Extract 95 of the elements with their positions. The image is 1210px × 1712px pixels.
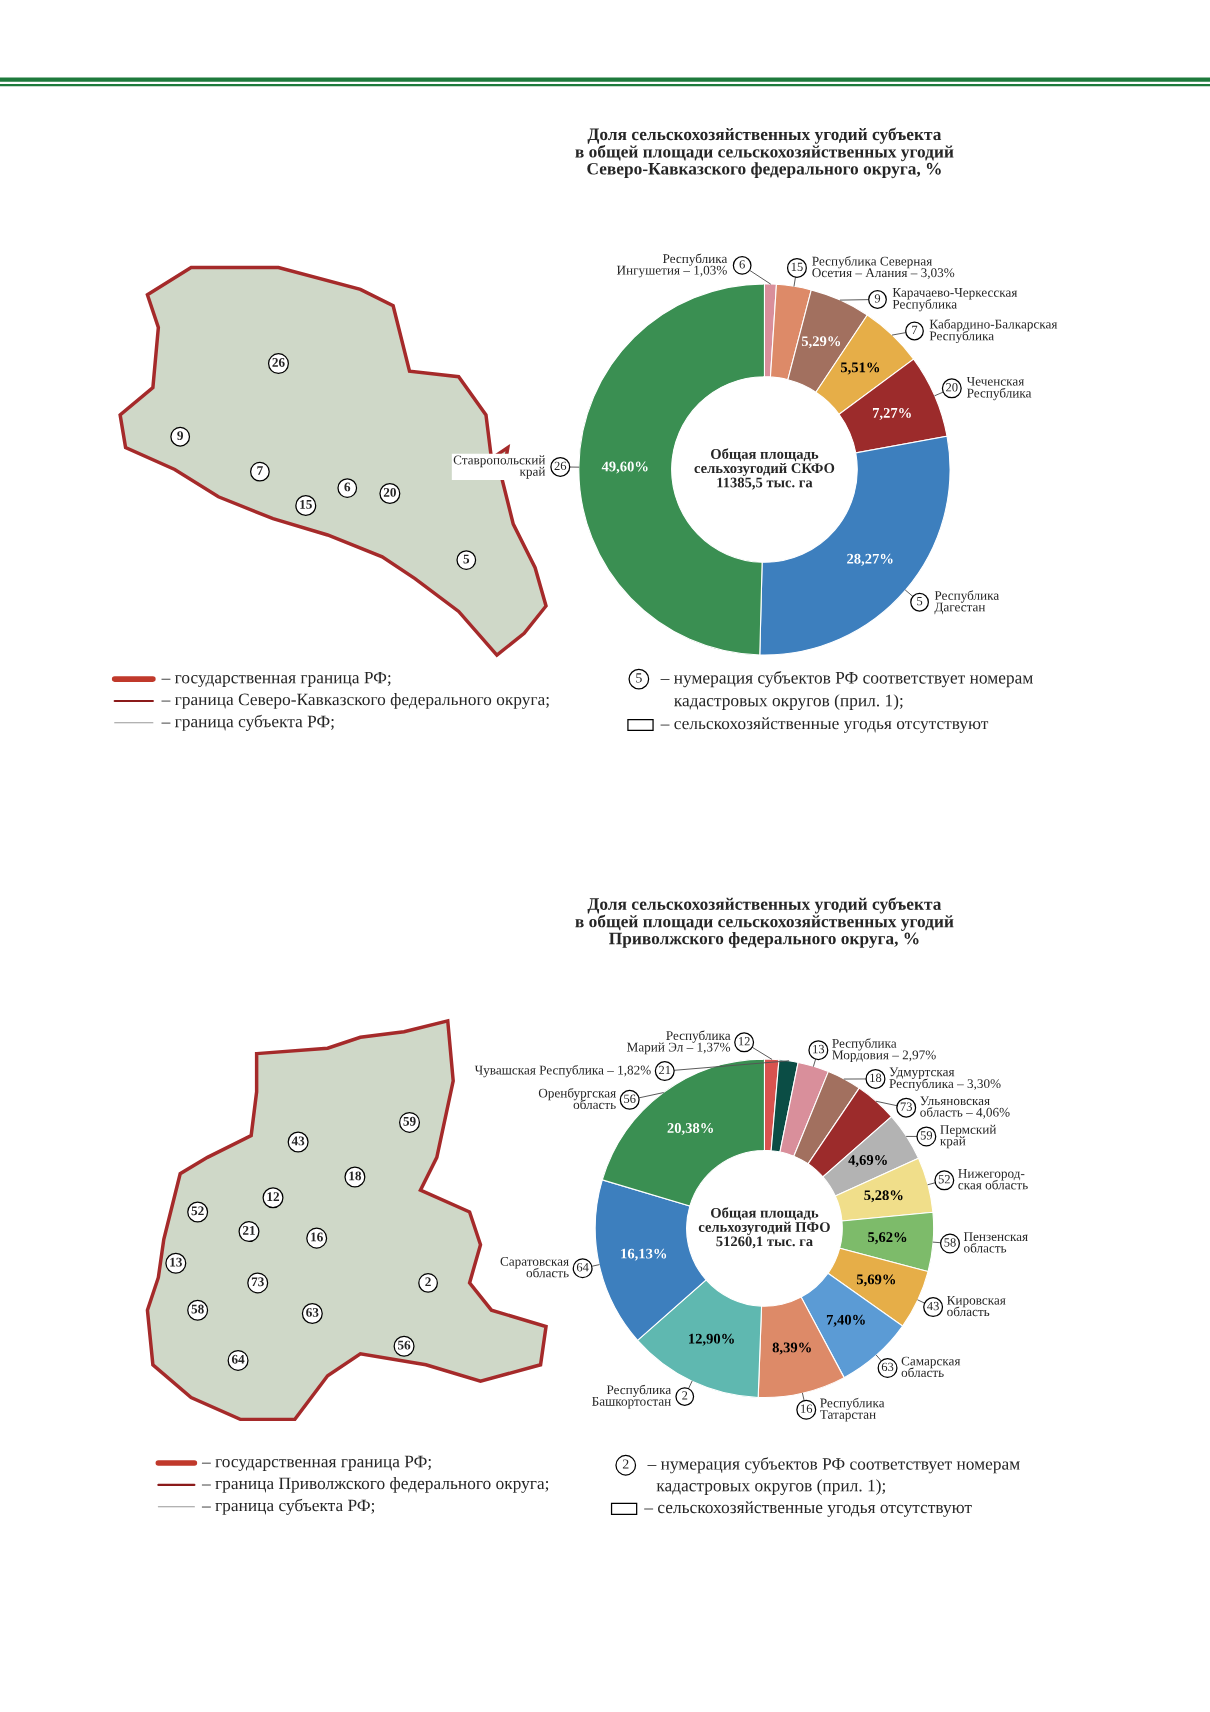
text: 5 <box>917 597 923 606</box>
data-label: 7,40% <box>826 1314 865 1327</box>
text: 9 <box>177 431 184 441</box>
text: – граница субъекта РФ; <box>201 1498 375 1515</box>
chart-title: Доля сельскохозяйственных угодий субъекта в общей площади сельскохозяйственных угодий Северо-Кавказского федерального округа, % <box>575 127 954 179</box>
text: 13 <box>170 1257 182 1267</box>
text: – граница Северо-Кавказского федерального округа; <box>161 693 549 709</box>
slice-label: Республика Ингушетия – 1,03% <box>616 253 728 278</box>
data-label: 20,38% <box>667 1123 713 1136</box>
text: 5 <box>463 554 470 564</box>
text: 16 <box>311 1232 323 1242</box>
slice-label: Ставропольский край <box>453 455 546 479</box>
text: – сельскохозяйственные угодья отсутствуют <box>660 717 989 733</box>
slice-label: Нижегород- ская область <box>958 1169 1028 1190</box>
slice-label: Кировская область <box>947 1295 1006 1317</box>
text: 26 <box>272 358 285 367</box>
text: кадастровых округов (прил. 1); <box>674 694 903 710</box>
text: – граница Приволжского федерального округа; <box>201 1477 549 1493</box>
text: 64 <box>576 1263 589 1272</box>
text: – государственная граница РФ; <box>201 1455 431 1471</box>
text: 59 <box>920 1131 933 1140</box>
text: 26 <box>554 461 567 471</box>
data-label: 28,27% <box>847 553 893 566</box>
slice-label: Чувашская Республика – 1,82% <box>474 1064 651 1078</box>
text: 59 <box>403 1116 416 1126</box>
text: 2 <box>425 1277 431 1287</box>
text: 6 <box>344 482 351 492</box>
data-label: 49,60% <box>601 461 648 474</box>
text: 63 <box>881 1362 894 1372</box>
data-label: 12,90% <box>689 1333 734 1346</box>
text: – нумерация субъектов РФ соответствует номерам <box>647 1457 1020 1474</box>
text: 7 <box>912 325 918 335</box>
slice-label: Оренбургская область <box>538 1087 616 1110</box>
text: 15 <box>791 262 803 272</box>
text: – граница субъекта РФ; <box>161 714 334 731</box>
text: 56 <box>624 1094 636 1103</box>
text: – нумерация субъектов РФ соответствует номерам <box>660 671 1033 688</box>
slice-label: Республика Татарстан <box>820 1397 885 1422</box>
data-label: 5,62% <box>868 1232 907 1245</box>
text: 20 <box>946 383 958 392</box>
slice-label: Ульяновская область – 4,06% <box>920 1096 1010 1119</box>
slice-label: Саратовская область <box>500 1256 569 1278</box>
text: 58 <box>944 1238 956 1247</box>
text: 73 <box>251 1277 264 1287</box>
text: 56 <box>397 1340 411 1350</box>
slice-label: Пермский край <box>940 1124 997 1149</box>
text: 12 <box>267 1192 280 1201</box>
slice-label: Чеченская Республика <box>966 376 1032 401</box>
text: – сельскохозяйственные угодья отсутствуют <box>644 1501 972 1517</box>
data-label: 4,69% <box>848 1155 887 1167</box>
text: Общая площадь сельхозугодий СКФО 11385,5 тыс. га <box>694 448 835 490</box>
slice-label: Карачаево-Черкесская Республика <box>892 288 1018 312</box>
text: – государственная граница РФ; <box>161 671 391 687</box>
data-label: 5,69% <box>856 1274 896 1287</box>
text: 12 <box>738 1037 750 1046</box>
text: 18 <box>349 1171 362 1181</box>
slice-label: Республика Дагестан <box>934 590 1000 615</box>
text: 73 <box>900 1102 912 1111</box>
text: Общая площадь сельхозугодий ПФО 51260,1 тыс. га <box>698 1207 830 1249</box>
text: 7 <box>257 466 263 475</box>
text: 6 <box>739 260 745 269</box>
chart-title: Доля сельскохозяйственных угодий субъекта в общей площади сельскохозяйственных угодий Приволжского федерального округа, % <box>575 897 954 948</box>
text: 43 <box>291 1136 305 1146</box>
text: 18 <box>870 1073 882 1083</box>
text: 63 <box>306 1307 319 1317</box>
text: 52 <box>938 1175 950 1184</box>
text: 58 <box>191 1304 204 1314</box>
text: 5 <box>636 673 642 683</box>
slice-label: Кабардино-Балкарская Республика <box>929 318 1058 344</box>
slice-label: Самарская область <box>901 1356 961 1378</box>
text: 13 <box>813 1044 825 1054</box>
slice-label: Удмуртская Республика – 3,30% <box>889 1067 1001 1091</box>
data-label: 5,29% <box>801 336 841 349</box>
text: кадастровых округов (прил. 1); <box>656 1479 885 1495</box>
text: 21 <box>659 1065 671 1075</box>
text: 21 <box>242 1226 255 1235</box>
text: 64 <box>231 1354 245 1364</box>
text: 43 <box>927 1301 939 1311</box>
text: 2 <box>622 1459 629 1469</box>
data-label: 5,28% <box>864 1190 903 1203</box>
text: 52 <box>191 1206 204 1216</box>
slice-label: Республика Северная Осетия – Алания – 3,03% <box>812 256 955 280</box>
data-label: 5,51% <box>840 362 880 375</box>
text: 9 <box>874 294 881 303</box>
slice-label: Республика Мордовия – 2,97% <box>832 1038 936 1063</box>
data-label: 16,13% <box>621 1248 667 1261</box>
text: 16 <box>801 1404 813 1413</box>
text: 15 <box>300 499 312 509</box>
data-label: 7,27% <box>872 407 911 420</box>
text: 2 <box>682 1391 688 1400</box>
slice-label: Республика Марий Эл – 1,37% <box>626 1030 731 1055</box>
text: 20 <box>383 487 396 497</box>
slice-label: Пензенская область <box>963 1232 1028 1253</box>
data-label: 8,39% <box>772 1342 811 1355</box>
slice-label: Республика Башкортостан <box>592 1384 672 1409</box>
